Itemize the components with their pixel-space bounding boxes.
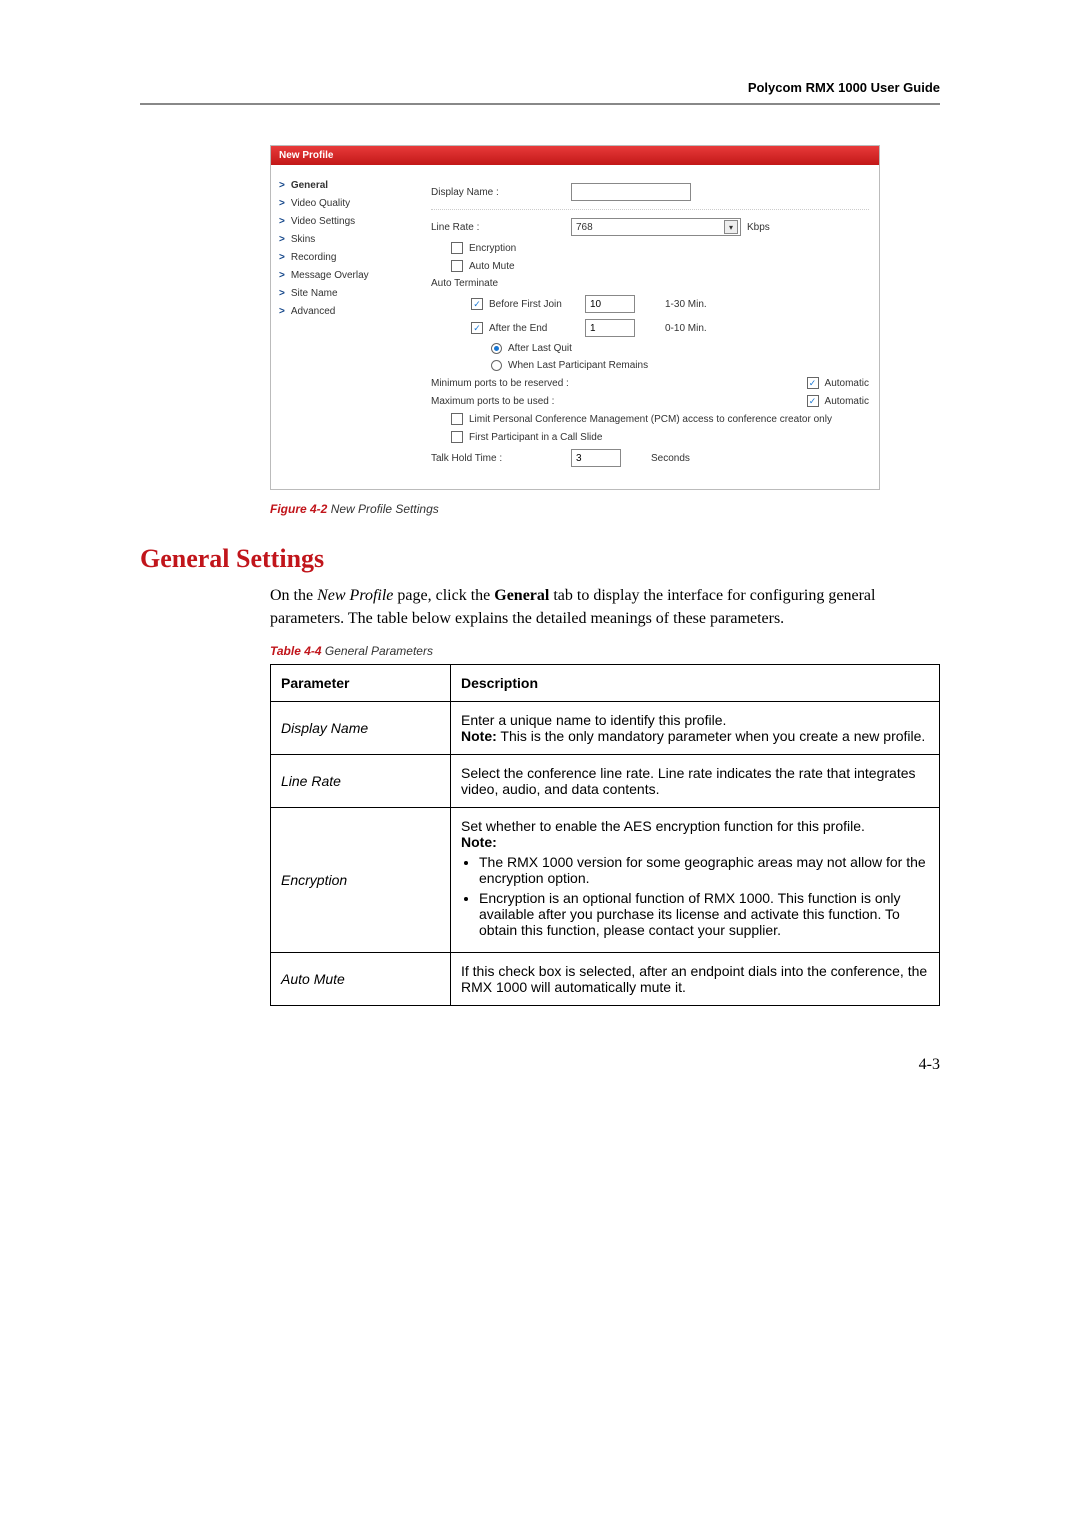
nav-item-video-quality[interactable]: Video Quality (279, 195, 413, 213)
max-ports-label: Maximum ports to be used : (431, 396, 554, 407)
nav-item-site-name[interactable]: Site Name (279, 285, 413, 303)
table-row: Line Rate Select the conference line rat… (271, 755, 940, 808)
param-desc: If this check box is selected, after an … (451, 953, 940, 1006)
auto-mute-label: Auto Mute (469, 261, 515, 272)
table-header-description: Description (451, 665, 940, 702)
when-last-radio[interactable] (491, 360, 502, 371)
form-panel: Display Name : Line Rate : 768 ▾ Kbps En… (421, 165, 879, 489)
figure-caption: Figure 4-2 New Profile Settings (270, 502, 940, 516)
talk-hold-unit: Seconds (651, 453, 690, 464)
line-rate-select[interactable]: 768 ▾ (571, 218, 741, 236)
limit-pcm-checkbox[interactable] (451, 413, 463, 425)
desc-line: Enter a unique name to identify this pro… (461, 712, 726, 728)
before-first-join-range: 1-30 Min. (665, 299, 707, 310)
line-rate-label: Line Rate : (431, 222, 571, 233)
first-slide-checkbox[interactable] (451, 431, 463, 443)
header-rule (140, 103, 940, 105)
display-name-input[interactable] (571, 183, 691, 201)
nav-item-skins[interactable]: Skins (279, 231, 413, 249)
after-last-quit-label: After Last Quit (508, 343, 572, 354)
body-text-a: On the (270, 587, 317, 604)
after-end-range: 0-10 Min. (665, 323, 707, 334)
limit-pcm-label: Limit Personal Conference Management (PC… (469, 414, 832, 425)
figure-caption-prefix: Figure 4-2 (270, 502, 327, 516)
nav-item-video-settings[interactable]: Video Settings (279, 213, 413, 231)
screenshot-new-profile: New Profile General Video Quality Video … (270, 145, 880, 490)
talk-hold-input[interactable] (571, 449, 621, 467)
nav-item-advanced[interactable]: Advanced (279, 303, 413, 321)
table-caption: Table 4-4 General Parameters (270, 644, 940, 658)
chevron-down-icon[interactable]: ▾ (724, 220, 738, 234)
param-desc: Select the conference line rate. Line ra… (451, 755, 940, 808)
table-header-row: Parameter Description (271, 665, 940, 702)
table-caption-prefix: Table 4-4 (270, 644, 322, 658)
window-title-bar: New Profile (271, 146, 879, 165)
divider (431, 209, 869, 210)
before-first-join-input[interactable] (585, 295, 635, 313)
body-bold-general: General (494, 587, 549, 604)
after-last-quit-radio[interactable] (491, 343, 502, 354)
after-end-checkbox[interactable] (471, 322, 483, 334)
param-name: Encryption (271, 808, 451, 953)
param-desc: Set whether to enable the AES encryption… (451, 808, 940, 953)
table-row: Auto Mute If this check box is selected,… (271, 953, 940, 1006)
page-number: 4-3 (140, 1056, 940, 1074)
desc-line: Set whether to enable the AES encryption… (461, 818, 865, 834)
figure-caption-text: New Profile Settings (327, 502, 438, 516)
display-name-label: Display Name : (431, 187, 571, 198)
talk-hold-label: Talk Hold Time : (431, 453, 571, 464)
table-row: Encryption Set whether to enable the AES… (271, 808, 940, 953)
line-rate-unit: Kbps (747, 222, 770, 233)
max-ports-auto-checkbox[interactable] (807, 395, 819, 407)
parameters-table: Parameter Description Display Name Enter… (270, 664, 940, 1006)
encryption-label: Encryption (469, 243, 516, 254)
body-italic-newprofile: New Profile (317, 587, 393, 604)
nav-sidebar: General Video Quality Video Settings Ski… (271, 165, 421, 489)
nav-item-general[interactable]: General (279, 177, 413, 195)
param-name: Line Rate (271, 755, 451, 808)
first-slide-label: First Participant in a Call Slide (469, 432, 602, 443)
note-text: This is the only mandatory parameter whe… (497, 728, 926, 744)
desc-bullet: Encryption is an optional function of RM… (479, 890, 929, 938)
max-ports-auto-label: Automatic (825, 396, 869, 407)
auto-mute-checkbox[interactable] (451, 260, 463, 272)
table-header-parameter: Parameter (271, 665, 451, 702)
table-row: Display Name Enter a unique name to iden… (271, 702, 940, 755)
body-text-b: page, click the (393, 587, 494, 604)
param-name: Auto Mute (271, 953, 451, 1006)
param-name: Display Name (271, 702, 451, 755)
nav-item-recording[interactable]: Recording (279, 249, 413, 267)
note-label: Note: (461, 834, 497, 850)
note-label: Note: (461, 728, 497, 744)
before-first-join-label: Before First Join (489, 299, 579, 310)
min-ports-label: Minimum ports to be reserved : (431, 378, 569, 389)
table-caption-text: General Parameters (322, 644, 433, 658)
nav-item-message-overlay[interactable]: Message Overlay (279, 267, 413, 285)
encryption-checkbox[interactable] (451, 242, 463, 254)
after-end-input[interactable] (585, 319, 635, 337)
min-ports-auto-label: Automatic (825, 378, 869, 389)
before-first-join-checkbox[interactable] (471, 298, 483, 310)
line-rate-value: 768 (576, 222, 593, 233)
when-last-label: When Last Participant Remains (508, 360, 648, 371)
param-desc: Enter a unique name to identify this pro… (451, 702, 940, 755)
auto-terminate-label: Auto Terminate (431, 278, 498, 289)
min-ports-auto-checkbox[interactable] (807, 377, 819, 389)
page-header-title: Polycom RMX 1000 User Guide (140, 80, 940, 95)
body-paragraph: On the New Profile page, click the Gener… (270, 584, 940, 630)
section-heading: General Settings (140, 544, 940, 574)
after-end-label: After the End (489, 323, 579, 334)
desc-bullet: The RMX 1000 version for some geographic… (479, 854, 929, 886)
